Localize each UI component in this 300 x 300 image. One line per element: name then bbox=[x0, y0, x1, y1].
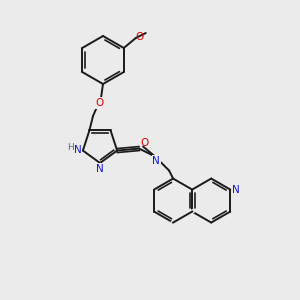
Text: O: O bbox=[136, 32, 144, 42]
Text: H: H bbox=[68, 143, 74, 152]
Text: N: N bbox=[152, 156, 160, 166]
Text: N: N bbox=[74, 145, 82, 154]
Text: N: N bbox=[232, 184, 240, 195]
Text: O: O bbox=[140, 138, 148, 148]
Text: N: N bbox=[96, 164, 104, 174]
Text: O: O bbox=[96, 98, 104, 108]
